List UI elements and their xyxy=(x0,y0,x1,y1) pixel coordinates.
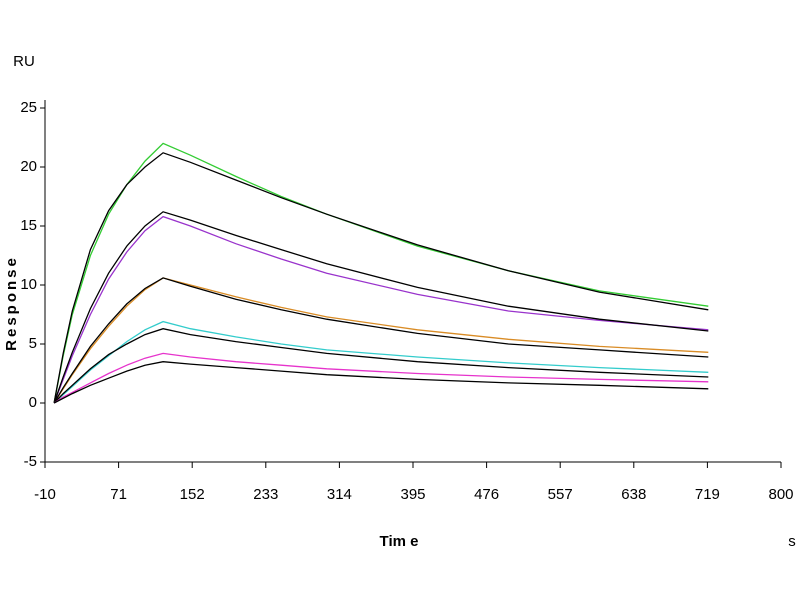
x-tick-label: 71 xyxy=(110,486,127,503)
sensorgram-curve xyxy=(53,152,709,404)
y-tick-label: 15 xyxy=(20,217,37,234)
x-tick-label: 476 xyxy=(474,486,499,503)
sensorgram-curve xyxy=(53,328,709,404)
x-tick-label: 557 xyxy=(548,486,573,503)
y-unit: RU xyxy=(13,53,35,70)
y-tick-label: -5 xyxy=(24,453,37,470)
x-tick-label: 800 xyxy=(768,486,793,503)
sensorgram-curve xyxy=(53,361,709,404)
sensorgram-curve xyxy=(53,277,709,404)
y-tick-label: 5 xyxy=(29,335,37,352)
x-unit: s xyxy=(788,533,796,550)
x-tick-label: 395 xyxy=(400,486,425,503)
y-tick-label: 10 xyxy=(20,276,37,293)
x-axis-label: Tim e xyxy=(380,533,419,550)
sensorgram-curve xyxy=(53,211,709,404)
sensorgram-curve xyxy=(53,320,709,404)
x-tick-label: 314 xyxy=(327,486,352,503)
y-axis-label: Response xyxy=(3,255,20,351)
y-tick-label: 25 xyxy=(20,99,37,116)
x-tick-label: 152 xyxy=(180,486,205,503)
x-tick-label: 719 xyxy=(695,486,720,503)
sensorgram-curve xyxy=(53,352,709,404)
sensorgram-curve xyxy=(53,277,709,404)
y-tick-label: 0 xyxy=(29,394,37,411)
y-tick-label: 20 xyxy=(20,158,37,175)
sensorgram-curve xyxy=(53,215,709,404)
x-tick-label: -10 xyxy=(34,486,56,503)
x-tick-label: 233 xyxy=(253,486,278,503)
x-tick-label: 638 xyxy=(621,486,646,503)
